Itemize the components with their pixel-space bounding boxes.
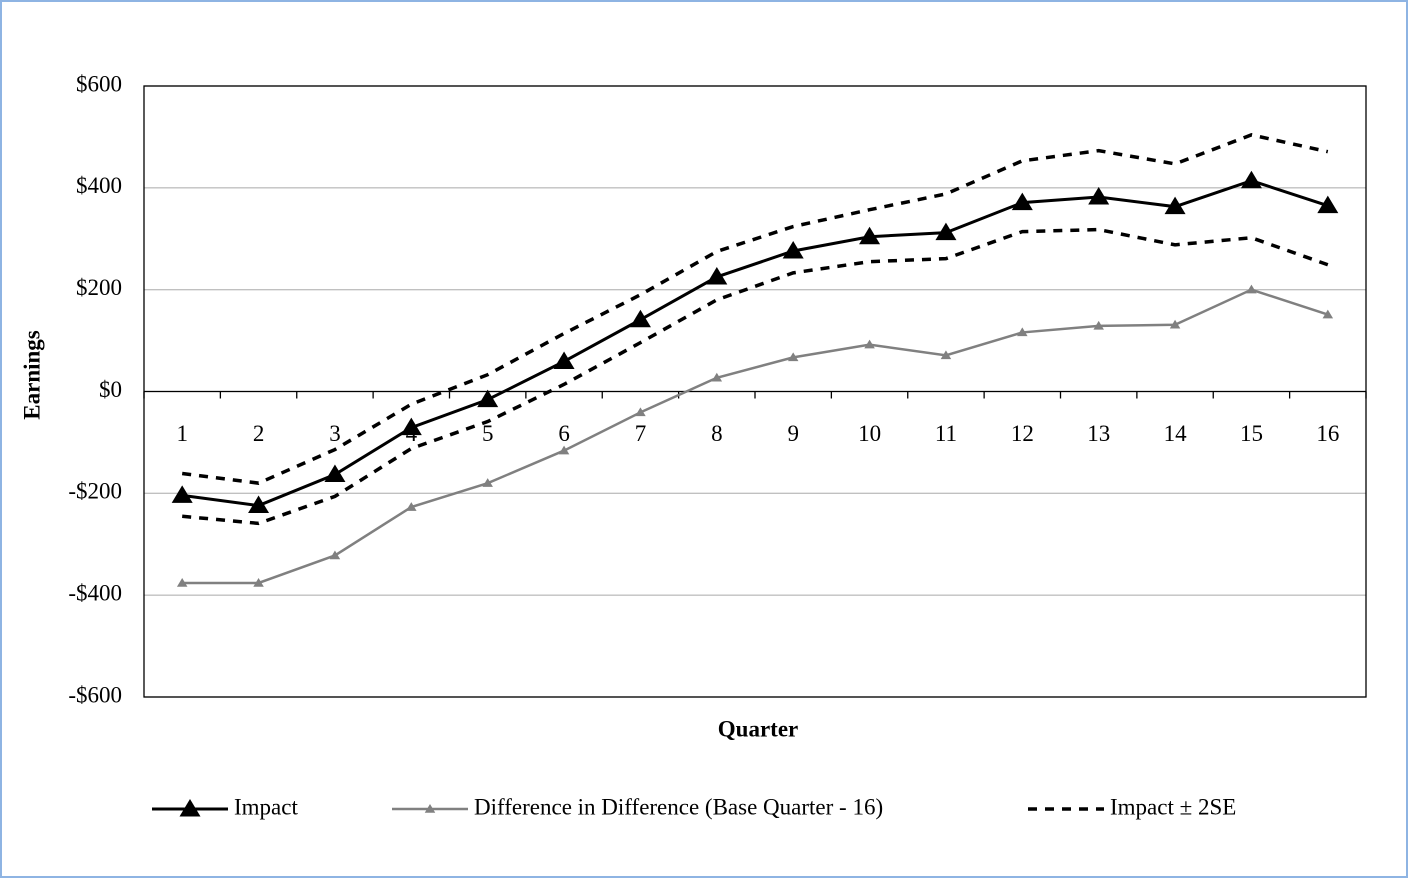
legend-label: Impact ± 2SE	[1110, 794, 1236, 819]
x-tick-label: 5	[482, 421, 494, 446]
marker	[940, 350, 952, 360]
y-tick-label: $0	[99, 377, 122, 402]
marker	[787, 352, 799, 362]
legend-label: Difference in Difference (Base Quarter -…	[474, 794, 883, 819]
x-tick-label: 12	[1011, 421, 1034, 446]
marker	[1317, 195, 1339, 214]
x-tick-label: 16	[1316, 421, 1339, 446]
x-tick-label: 13	[1087, 421, 1110, 446]
x-tick-label: 11	[935, 421, 957, 446]
x-tick-label: 15	[1240, 421, 1263, 446]
legend-marker	[179, 799, 201, 817]
marker	[1088, 186, 1110, 205]
marker	[329, 550, 341, 560]
marker	[406, 502, 417, 511]
x-tick-label: 2	[253, 421, 265, 446]
series-line	[182, 288, 1329, 585]
marker	[482, 478, 493, 487]
y-tick-label: $200	[76, 275, 122, 300]
legend-label: Impact	[234, 794, 298, 819]
marker	[1246, 284, 1257, 294]
marker	[553, 351, 575, 369]
marker	[248, 495, 270, 514]
x-tick-label: 3	[329, 421, 341, 446]
marker	[176, 577, 188, 587]
marker	[400, 417, 422, 436]
marker	[864, 339, 875, 349]
series-line	[181, 179, 1329, 508]
marker	[706, 266, 728, 285]
x-tick-label: 7	[635, 421, 647, 446]
band-line	[181, 133, 1329, 485]
x-tick-label: 6	[558, 421, 570, 446]
x-tick-label: 8	[711, 421, 723, 446]
x-tick-label: 1	[176, 421, 188, 446]
marker	[477, 389, 499, 408]
marker	[859, 226, 881, 245]
x-tick-label: 10	[858, 421, 881, 446]
marker	[1164, 196, 1186, 215]
y-axis-title: Earnings	[19, 330, 44, 420]
y-tick-label: $600	[76, 71, 122, 96]
x-axis-title: Quarter	[718, 716, 798, 741]
marker	[1093, 320, 1104, 330]
x-tick-label: 9	[787, 421, 799, 446]
y-tick-label: $400	[76, 173, 122, 198]
x-tick-label: 14	[1164, 421, 1188, 446]
marker	[1011, 192, 1033, 211]
marker	[253, 577, 264, 587]
marker	[635, 407, 646, 417]
marker	[1017, 327, 1028, 337]
marker	[782, 240, 804, 259]
legend-marker	[424, 804, 436, 813]
marker	[171, 485, 193, 503]
marker	[324, 464, 346, 482]
marker	[935, 222, 957, 241]
marker	[1322, 309, 1334, 319]
marker	[1169, 319, 1181, 329]
marker	[629, 309, 651, 328]
y-tick-label: -$400	[68, 580, 122, 605]
marker	[558, 445, 570, 455]
y-tick-label: -$200	[68, 479, 122, 504]
y-tick-label: -$600	[68, 682, 122, 707]
marker	[1240, 170, 1262, 189]
marker	[711, 372, 723, 382]
